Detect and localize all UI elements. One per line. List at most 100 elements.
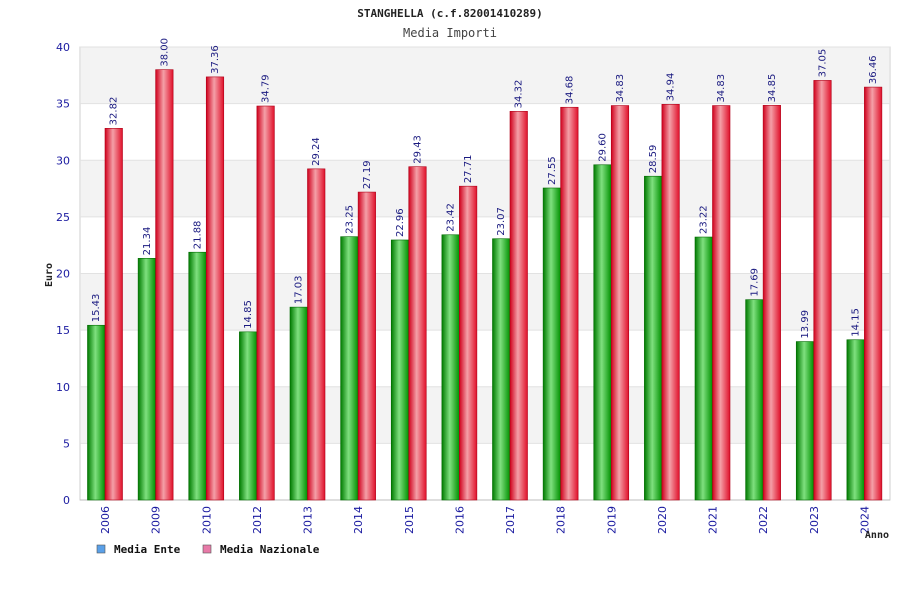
bar-nazionale: [661, 104, 680, 501]
bar-value-label: 14.85: [243, 300, 254, 329]
bar-value-label: 23.07: [496, 207, 507, 236]
y-tick-label: 30: [56, 154, 70, 167]
x-tick-label: 2022: [757, 506, 770, 534]
bar-ente: [745, 299, 764, 501]
x-tick-label: 2021: [707, 506, 720, 534]
x-tick-label: 2009: [150, 506, 163, 534]
y-tick-label: 0: [63, 494, 70, 507]
chart-subtitle: Media Importi: [403, 26, 497, 40]
bar-value-label: 27.55: [547, 156, 558, 185]
x-tick-label: 2024: [858, 506, 871, 534]
x-axis-label: Anno: [865, 530, 889, 541]
bar-nazionale: [864, 86, 883, 501]
bars: [87, 69, 883, 501]
bar-ente: [492, 238, 511, 501]
bar-value-label: 23.25: [344, 205, 355, 234]
bar-nazionale: [813, 80, 832, 501]
bar-nazionale: [104, 128, 123, 501]
bar-nazionale: [712, 105, 731, 501]
x-tick-label: 2014: [352, 506, 365, 534]
bar-ente: [289, 306, 308, 501]
value-labels: 15.43 32.82 21.34 38.00 21.88 37.36 14.85 34.79…: [91, 38, 879, 339]
bar-nazionale: [610, 105, 630, 501]
bar-nazionale: [205, 76, 225, 501]
bar-value-label: 27.71: [463, 155, 474, 184]
x-tick-label: 2013: [302, 506, 315, 534]
bar-ente: [441, 234, 460, 501]
y-tick-label: 40: [56, 41, 70, 54]
x-tick-label: 2017: [504, 506, 517, 534]
bar-value-label: 17.03: [294, 275, 305, 304]
bar-value-label: 34.83: [615, 74, 626, 103]
bar-value-label: 34.85: [767, 74, 778, 103]
bar-nazionale: [762, 105, 781, 501]
bar-nazionale: [155, 69, 174, 501]
bar-ente: [390, 239, 410, 501]
bar-value-label: 23.22: [699, 205, 710, 234]
bar-ente: [846, 339, 865, 501]
bar-value-label: 36.46: [868, 55, 879, 84]
bar-nazionale: [357, 191, 376, 501]
bar-nazionale: [408, 166, 427, 501]
bar-value-label: 37.36: [210, 45, 221, 74]
x-tick-label: 2016: [453, 506, 466, 534]
y-tick-label: 5: [63, 437, 70, 450]
legend-swatch: [96, 544, 106, 554]
bar-nazionale: [256, 105, 275, 501]
bar-ente: [795, 341, 815, 501]
bar-ente: [694, 236, 713, 501]
y-tick-label: 35: [56, 98, 70, 111]
y-tick-label: 25: [56, 211, 70, 224]
bar-value-label: 34.94: [666, 73, 677, 102]
bar-value-label: 17.69: [749, 268, 760, 297]
y-tick-label: 20: [56, 268, 70, 281]
chart-title: STANGHELLA (c.f.82001410289): [357, 7, 542, 20]
bar-ente: [644, 175, 663, 501]
bar-nazionale: [307, 168, 326, 501]
legend-label: Media Nazionale: [220, 543, 320, 556]
x-tick-label: 2015: [403, 506, 416, 534]
bar-value-label: 28.59: [648, 145, 659, 174]
bar-value-label: 13.99: [800, 310, 811, 339]
bar-value-label: 34.32: [514, 80, 525, 109]
bar-value-label: 22.96: [395, 208, 406, 237]
bar-value-label: 34.79: [261, 74, 272, 103]
x-tick-label: 2010: [200, 506, 213, 534]
legend-label: Media Ente: [114, 543, 181, 556]
x-axis-ticks: 2006 2009 2010 2012 2013 2014 2015 2016 2017 2018…: [99, 506, 871, 534]
x-tick-label: 2012: [251, 506, 264, 534]
bar-value-label: 29.24: [311, 137, 322, 166]
y-axis-label: Euro: [44, 263, 55, 287]
y-tick-label: 15: [56, 324, 70, 337]
x-tick-label: 2019: [605, 506, 618, 534]
bar-nazionale: [560, 106, 579, 501]
x-tick-label: 2023: [808, 506, 821, 534]
x-tick-label: 2018: [555, 506, 568, 534]
bar-ente: [188, 251, 207, 501]
bar-ente: [542, 187, 561, 501]
bar-value-label: 34.83: [716, 74, 727, 103]
y-tick-label: 10: [56, 381, 70, 394]
bar-value-label: 34.68: [564, 76, 575, 105]
bar-ente: [593, 164, 612, 501]
bar-value-label: 32.82: [109, 97, 120, 126]
bar-ente: [87, 324, 106, 501]
bar-value-label: 29.43: [413, 135, 424, 164]
bar-value-label: 21.88: [193, 221, 204, 250]
bar-value-label: 21.34: [142, 227, 153, 256]
bar-value-label: 27.19: [362, 160, 373, 189]
bar-value-label: 23.42: [446, 203, 457, 232]
bar-value-label: 37.05: [818, 49, 829, 78]
bar-value-label: 15.43: [91, 294, 102, 323]
bar-value-label: 38.00: [159, 38, 170, 67]
bar-ente: [239, 331, 258, 501]
y-axis-ticks: 0 5 10 15 20 25 30 35 40: [56, 41, 70, 507]
legend: Media Ente Media Nazionale: [96, 543, 320, 556]
legend-swatch: [202, 544, 212, 554]
x-tick-label: 2006: [99, 506, 112, 534]
x-tick-label: 2020: [656, 506, 669, 534]
bar-ente: [340, 236, 359, 501]
bar-value-label: 14.15: [851, 308, 862, 337]
bar-ente: [137, 258, 156, 501]
